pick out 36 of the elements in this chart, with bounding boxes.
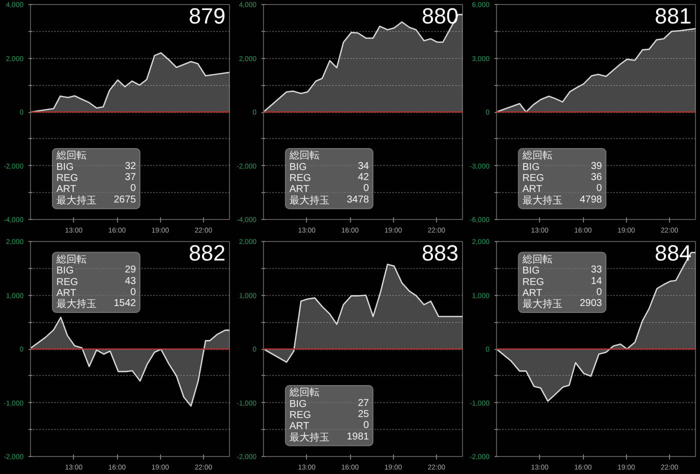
annotation: 総回転: [55, 253, 86, 266]
text: REG 37: [56, 172, 136, 184]
text: 最大持玉 2675: [56, 194, 136, 206]
chart-title: 879: [188, 4, 226, 28]
annotation: 総回転: [288, 386, 320, 399]
text: BIG 29: [56, 264, 136, 277]
chart-title: 880: [422, 4, 459, 28]
text: 最大持玉 1542: [56, 298, 136, 310]
annotation: 総回転: [521, 150, 552, 162]
annotation: 総回転: [55, 150, 86, 162]
text: REG 25: [289, 409, 369, 422]
text: REG 36: [522, 172, 602, 184]
text: ART 0: [56, 286, 136, 299]
text: 最大持玉 3478: [289, 194, 369, 206]
text: BIG 27: [289, 398, 369, 410]
text: ART 0: [56, 183, 136, 196]
text: 最大持玉 2903: [522, 298, 602, 310]
text: BIG 32: [56, 160, 136, 173]
chart-title: 884: [654, 240, 692, 266]
chart-title: 881: [654, 4, 692, 28]
text: REG 14: [522, 276, 602, 288]
text: ART 0: [522, 286, 602, 299]
text: REG 43: [56, 276, 136, 288]
text: REG 42: [289, 172, 369, 184]
chart-title: 882: [188, 240, 226, 266]
text: 最大持玉 1981: [289, 431, 369, 444]
text: ART 0: [522, 183, 602, 196]
text: 最大持玉 4798: [522, 194, 602, 206]
annotation: 総回転: [288, 150, 320, 162]
text: BIG 33: [522, 264, 602, 277]
text: BIG 34: [289, 160, 369, 173]
chart-title: 883: [422, 240, 459, 266]
annotation: 総回転: [521, 253, 552, 266]
text: BIG 39: [522, 160, 602, 173]
text: ART 0: [289, 420, 369, 432]
text: ART 0: [289, 183, 369, 196]
